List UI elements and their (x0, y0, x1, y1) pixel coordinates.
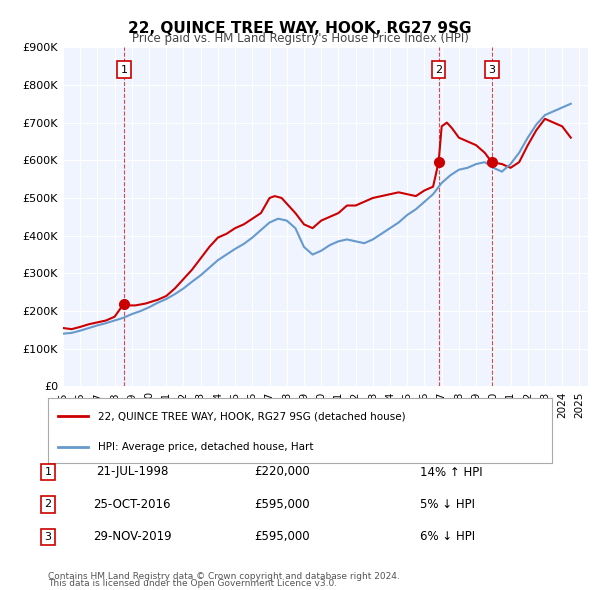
Text: £595,000: £595,000 (254, 530, 310, 543)
Text: Price paid vs. HM Land Registry's House Price Index (HPI): Price paid vs. HM Land Registry's House … (131, 32, 469, 45)
Text: 22, QUINCE TREE WAY, HOOK, RG27 9SG (detached house): 22, QUINCE TREE WAY, HOOK, RG27 9SG (det… (98, 411, 406, 421)
Text: 21-JUL-1998: 21-JUL-1998 (96, 466, 168, 478)
Text: Contains HM Land Registry data © Crown copyright and database right 2024.: Contains HM Land Registry data © Crown c… (48, 572, 400, 581)
Text: 5% ↓ HPI: 5% ↓ HPI (420, 498, 475, 511)
Text: 6% ↓ HPI: 6% ↓ HPI (420, 530, 475, 543)
Text: 22, QUINCE TREE WAY, HOOK, RG27 9SG: 22, QUINCE TREE WAY, HOOK, RG27 9SG (128, 21, 472, 35)
Text: 2: 2 (435, 65, 442, 75)
Text: This data is licensed under the Open Government Licence v3.0.: This data is licensed under the Open Gov… (48, 579, 337, 588)
Text: 1: 1 (121, 65, 127, 75)
Text: 2: 2 (44, 500, 52, 509)
Text: 25-OCT-2016: 25-OCT-2016 (93, 498, 171, 511)
Text: £220,000: £220,000 (254, 466, 310, 478)
Text: 14% ↑ HPI: 14% ↑ HPI (420, 466, 482, 478)
Text: £595,000: £595,000 (254, 498, 310, 511)
Text: 1: 1 (44, 467, 52, 477)
Text: 29-NOV-2019: 29-NOV-2019 (92, 530, 172, 543)
Text: HPI: Average price, detached house, Hart: HPI: Average price, detached house, Hart (98, 442, 314, 452)
Text: 3: 3 (488, 65, 495, 75)
Text: 3: 3 (44, 532, 52, 542)
